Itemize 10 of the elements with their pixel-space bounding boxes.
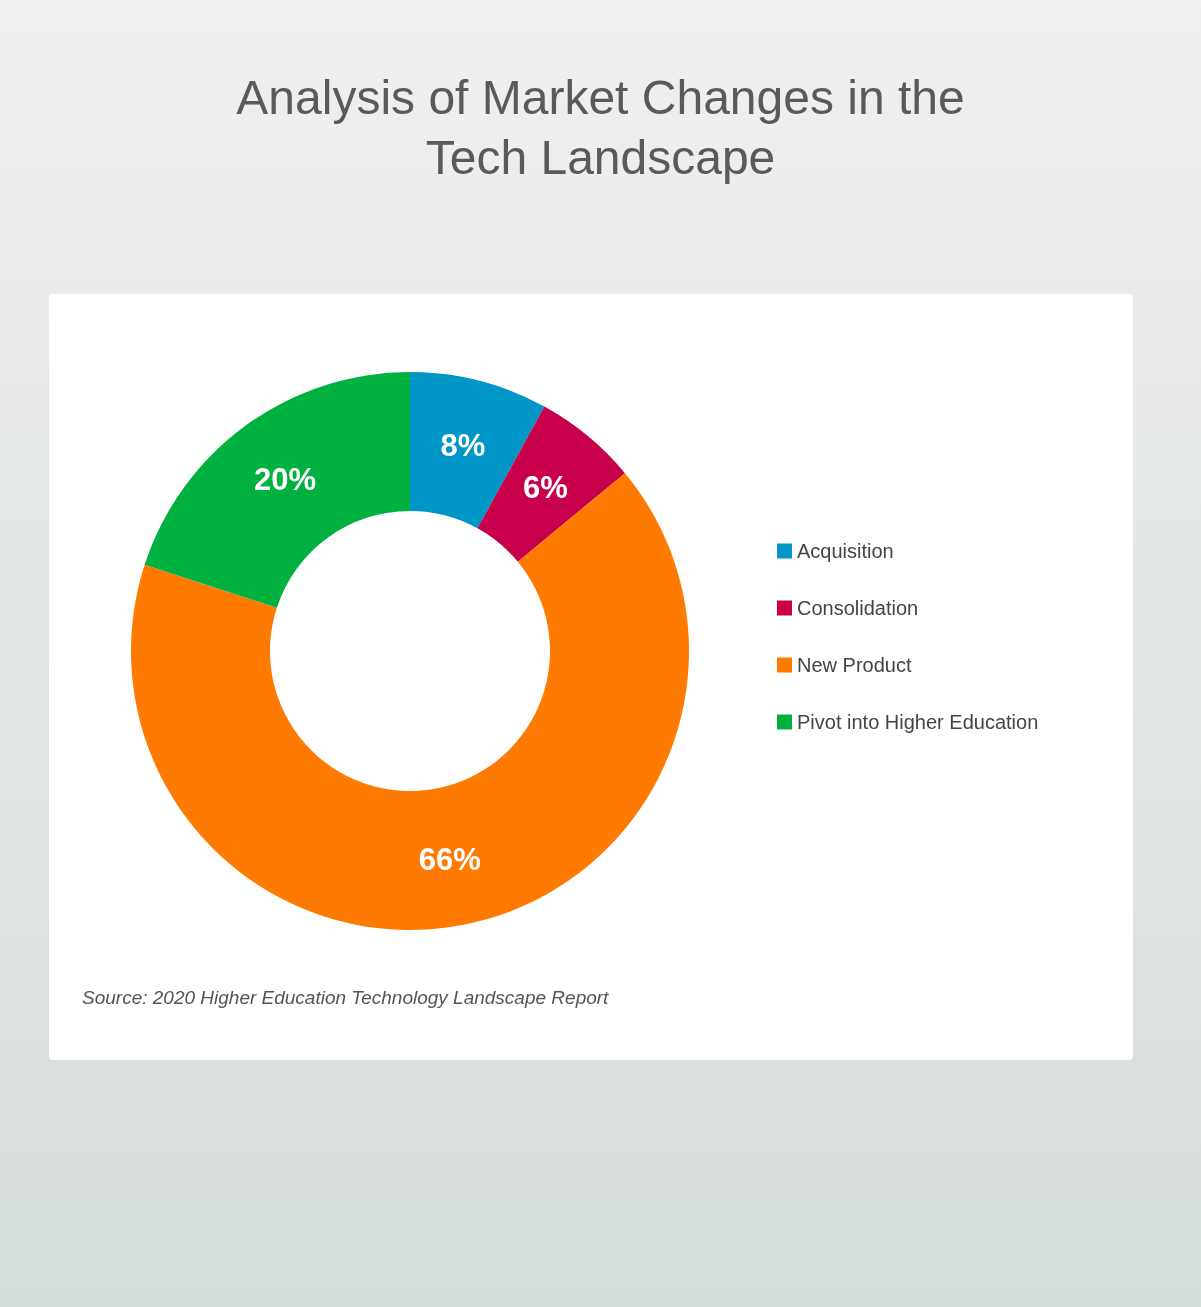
legend-label: Consolidation [797, 597, 919, 619]
legend-label: New Product [797, 654, 912, 676]
data-label: 66% [418, 842, 481, 878]
source-note: Source: 2020 Higher Education Technology Landscape Report [82, 987, 610, 1008]
data-label: 6% [523, 469, 568, 505]
chart-title: Analysis of Market Changes in the Tech Landscape [236, 70, 965, 184]
legend-label: Pivot into Higher Education [797, 711, 1039, 733]
data-label: 20% [254, 461, 317, 497]
data-label: 8% [440, 427, 486, 463]
legend-label: Acquisition [797, 540, 894, 562]
